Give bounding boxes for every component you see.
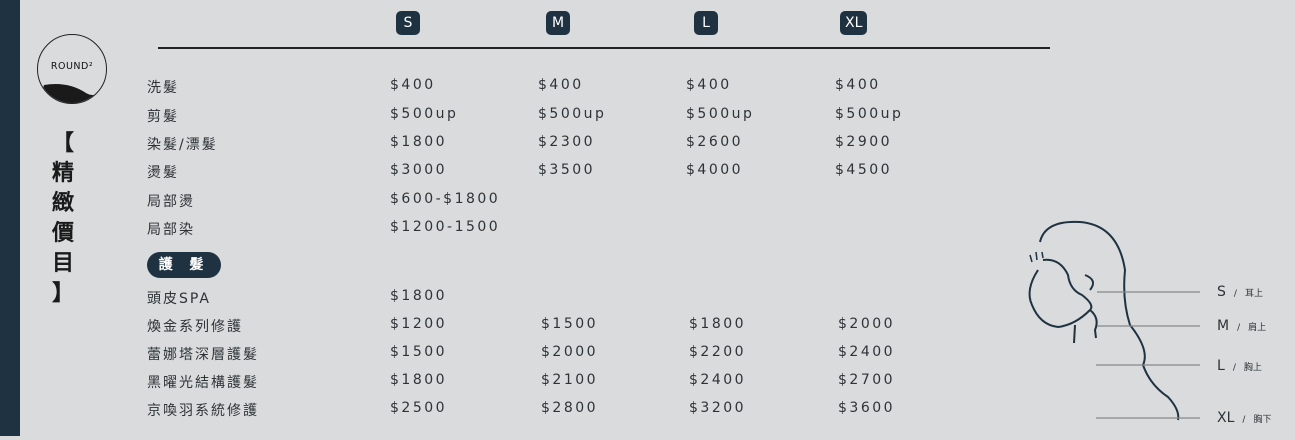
price-cell: $600-$1800: [390, 191, 501, 207]
logo-text: ROUND²: [50, 61, 94, 72]
care-service-name: 頭皮SPA: [147, 291, 212, 307]
care-price-cell: $1800: [689, 316, 747, 332]
hair-length-diagram: [1000, 200, 1295, 440]
header-divider: [158, 47, 1050, 49]
service-name: 局部燙: [147, 194, 195, 210]
service-name: 剪髮: [147, 109, 179, 125]
price-cell: $500up: [686, 106, 755, 122]
price-cell: $500up: [835, 106, 904, 122]
care-price-cell: $1500: [541, 316, 599, 332]
price-cell: $4500: [835, 162, 893, 178]
size-badge-s: S: [396, 11, 420, 35]
price-cell: $500up: [390, 106, 459, 122]
side-title: 【精緻價目】: [51, 130, 74, 306]
care-service-name: 煥金系列修護: [147, 319, 243, 335]
size-badge-l: L: [694, 11, 718, 35]
care-price-cell: $2400: [838, 344, 896, 360]
price-cell: $400: [538, 77, 584, 93]
service-name: 洗髮: [147, 80, 179, 96]
price-cell: $400: [835, 77, 881, 93]
care-service-name: 黑曜光結構護髮: [147, 375, 259, 391]
care-price-cell: $2500: [390, 400, 448, 416]
care-price-cell: $2700: [838, 372, 896, 388]
price-cell: $2300: [538, 134, 596, 150]
care-price-cell: $2000: [838, 316, 896, 332]
care-price-cell: $2800: [541, 400, 599, 416]
price-cell: $400: [686, 77, 732, 93]
care-service-name: 蕾娜塔深層護髮: [147, 347, 259, 363]
length-guide-l: L / 胸上: [1217, 358, 1262, 374]
care-price-cell: $1200: [390, 316, 448, 332]
care-price-cell: $1500: [390, 344, 448, 360]
length-guide-m: M / 肩上: [1217, 318, 1267, 334]
size-badge-xl: XL: [840, 11, 868, 35]
care-price-cell: $1800: [390, 372, 448, 388]
price-cell: $1200-1500: [390, 219, 501, 235]
price-cell: $3000: [390, 162, 448, 178]
side-bar: [0, 0, 20, 436]
length-guide-xl: XL / 胸下: [1217, 410, 1272, 426]
care-price-cell: $2200: [689, 344, 747, 360]
price-cell: $2600: [686, 134, 744, 150]
care-price-cell: $3200: [689, 400, 747, 416]
service-name: 局部染: [147, 222, 195, 238]
care-price-cell: $2400: [689, 372, 747, 388]
care-price-cell: $3600: [838, 400, 896, 416]
care-section-label: 護 髮: [147, 252, 221, 278]
price-cell: $2900: [835, 134, 893, 150]
price-cell: $500up: [538, 106, 607, 122]
head-silhouette-icon: [1028, 220, 1200, 421]
length-guide-s: S / 耳上: [1217, 284, 1263, 300]
price-cell: $400: [390, 77, 436, 93]
price-cell: $3500: [538, 162, 596, 178]
care-service-name: 京喚羽系統修護: [147, 403, 259, 419]
care-price-cell: $2000: [541, 344, 599, 360]
price-cell: $4000: [686, 162, 744, 178]
round-logo: ROUND²: [37, 34, 107, 104]
logo-wave-icon: [38, 84, 106, 103]
price-cell: $1800: [390, 134, 448, 150]
care-price-cell: $2100: [541, 372, 599, 388]
service-name: 燙髮: [147, 165, 179, 181]
care-price-cell: $1800: [390, 288, 448, 304]
size-badge-m: M: [546, 11, 570, 35]
service-name: 染髮/漂髮: [147, 137, 218, 153]
